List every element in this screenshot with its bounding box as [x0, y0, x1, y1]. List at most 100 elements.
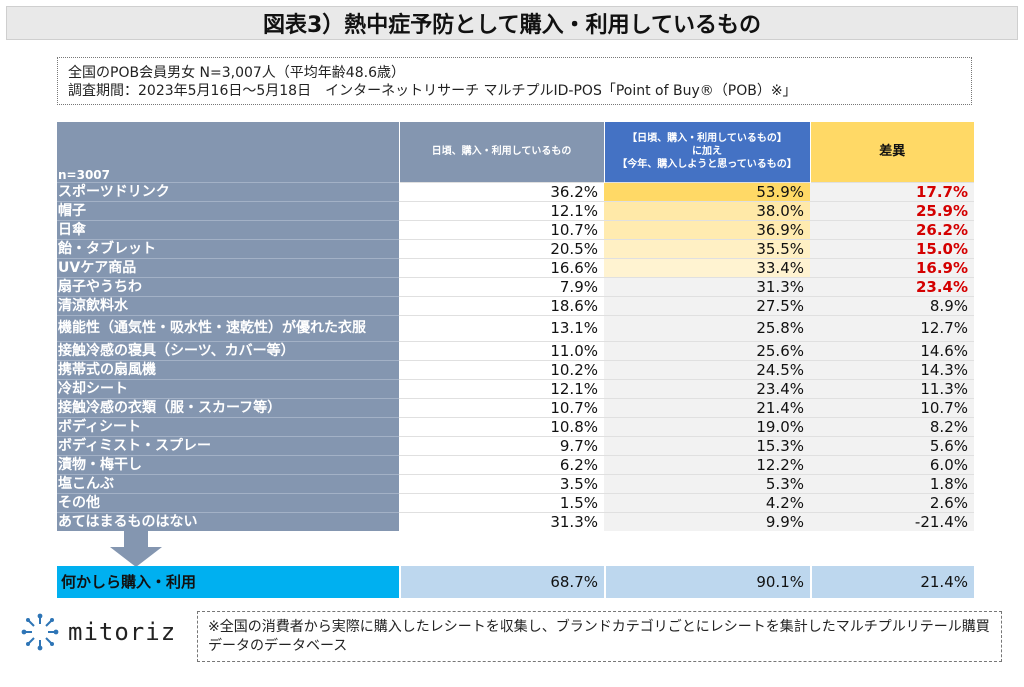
total-current-value: 68.7% [399, 566, 604, 598]
logo-text: mitoriz [68, 618, 177, 646]
row-label: 塩こんぶ [57, 473, 399, 493]
current-value: 18.6% [399, 295, 604, 315]
row-label: 扇子やうちわ [57, 276, 399, 296]
table-row: 飴・タブレット 20.5% 35.5% 15.0% [57, 238, 974, 258]
row-label: ボディミスト・スプレー [57, 435, 399, 455]
difference-value: 8.2% [810, 416, 974, 436]
survey-info-box: 全国のPOB会員男女 N=3,007人（平均年齢48.6歳） 調査期間：2023… [57, 57, 972, 105]
planned-value: 19.0% [604, 416, 810, 436]
difference-value: 10.7% [810, 397, 974, 417]
difference-value: 15.0% [810, 238, 974, 258]
row-label: あてはまるものはない [57, 511, 399, 531]
difference-value: 12.7% [810, 314, 974, 341]
current-value: 3.5% [399, 473, 604, 493]
table-row: 接触冷感の寝具（シーツ、カバー等） 11.0% 25.6% 14.6% [57, 340, 974, 360]
current-value: 1.5% [399, 492, 604, 512]
difference-value: 17.7% [810, 181, 974, 201]
planned-value: 4.2% [604, 492, 810, 512]
planned-value: 25.6% [604, 340, 810, 360]
column-header-b-line1: 【日頃、購入・利用しているもの】 [627, 133, 787, 145]
difference-value: 23.4% [810, 276, 974, 296]
planned-value: 33.4% [604, 257, 810, 277]
table-row: 漬物・梅干し 6.2% 12.2% 6.0% [57, 454, 974, 474]
table-row: 帽子 12.1% 38.0% 25.9% [57, 200, 974, 220]
survey-info-line1: 全国のPOB会員男女 N=3,007人（平均年齢48.6歳） [68, 65, 405, 81]
down-arrow-icon [110, 527, 162, 567]
row-label: スポーツドリンク [57, 181, 399, 201]
current-value: 13.1% [399, 314, 604, 341]
planned-value: 35.5% [604, 238, 810, 258]
table-row: 冷却シート 12.1% 23.4% 11.3% [57, 378, 974, 398]
table-row: スポーツドリンク 36.2% 53.9% 17.7% [57, 181, 974, 201]
planned-value: 31.3% [604, 276, 810, 296]
table-row: 日傘 10.7% 36.9% 26.2% [57, 219, 974, 239]
current-value: 11.0% [399, 340, 604, 360]
planned-value: 9.9% [604, 511, 810, 531]
current-value: 12.1% [399, 200, 604, 220]
current-value: 10.2% [399, 359, 604, 379]
row-label: 日傘 [57, 219, 399, 239]
column-header-b-line2: に加え [692, 146, 722, 158]
network-star-icon [21, 613, 59, 651]
planned-value: 5.3% [604, 473, 810, 493]
planned-value: 53.9% [604, 181, 810, 201]
row-label: 携帯式の扇風機 [57, 359, 399, 379]
current-value: 16.6% [399, 257, 604, 277]
column-header-difference: 差異 [810, 122, 974, 182]
table-row: UVケア商品 16.6% 33.4% 16.9% [57, 257, 974, 277]
current-value: 10.7% [399, 219, 604, 239]
current-value: 10.7% [399, 397, 604, 417]
difference-value: 1.8% [810, 473, 974, 493]
planned-value: 24.5% [604, 359, 810, 379]
footnote: ※全国の消費者から実際に購入したレシートを収集し、ブランドカテゴリごとにレシート… [197, 611, 1002, 662]
difference-value: 26.2% [810, 219, 974, 239]
column-header-current: 日頃、購入・利用しているもの [399, 122, 605, 182]
mitoriz-logo: mitoriz [20, 612, 176, 652]
current-value: 36.2% [399, 181, 604, 201]
table-row: その他 1.5% 4.2% 2.6% [57, 492, 974, 512]
difference-value: 2.6% [810, 492, 974, 512]
total-label: 何かしら購入・利用 [57, 566, 399, 598]
planned-value: 25.8% [604, 314, 810, 341]
table-row: 接触冷感の衣類（服・スカーフ等） 10.7% 21.4% 10.7% [57, 397, 974, 417]
row-label: UVケア商品 [57, 257, 399, 277]
row-label: 接触冷感の衣類（服・スカーフ等） [57, 397, 399, 417]
row-label: その他 [57, 492, 399, 512]
planned-value: 12.2% [604, 454, 810, 474]
table-row: 携帯式の扇風機 10.2% 24.5% 14.3% [57, 359, 974, 379]
total-difference-value: 21.4% [810, 566, 974, 598]
difference-value: 5.6% [810, 435, 974, 455]
current-value: 10.8% [399, 416, 604, 436]
page-title: 図表3）熱中症予防として購入・利用しているもの [6, 6, 1018, 40]
results-table: n=3007 日頃、購入・利用しているもの 【日頃、購入・利用しているもの】 に… [57, 122, 974, 531]
current-value: 31.3% [399, 511, 604, 531]
sample-size-label: n=3007 [57, 122, 400, 182]
table-row: 扇子やうちわ 7.9% 31.3% 23.4% [57, 276, 974, 296]
row-label: 帽子 [57, 200, 399, 220]
row-label: 冷却シート [57, 378, 399, 398]
column-header-b-line3: 【今年、購入しようと思っているもの】 [617, 159, 797, 171]
row-label: ボディシート [57, 416, 399, 436]
row-label: 飴・タブレット [57, 238, 399, 258]
survey-info-line2: 調査期間：2023年5月16日〜5月18日 インターネットリサーチ マルチプルI… [68, 83, 797, 99]
planned-value: 15.3% [604, 435, 810, 455]
difference-value: 6.0% [810, 454, 974, 474]
current-value: 9.7% [399, 435, 604, 455]
row-label: 漬物・梅干し [57, 454, 399, 474]
current-value: 12.1% [399, 378, 604, 398]
current-value: 6.2% [399, 454, 604, 474]
current-value: 7.9% [399, 276, 604, 296]
difference-value: 8.9% [810, 295, 974, 315]
planned-value: 21.4% [604, 397, 810, 417]
difference-value: -21.4% [810, 511, 974, 531]
total-row: 何かしら購入・利用 68.7% 90.1% 21.4% [57, 566, 974, 598]
column-header-current-plus-planned: 【日頃、購入・利用しているもの】 に加え 【今年、購入しようと思っているもの】 [604, 122, 811, 182]
planned-value: 38.0% [604, 200, 810, 220]
planned-value: 27.5% [604, 295, 810, 315]
planned-value: 23.4% [604, 378, 810, 398]
table-row: 清涼飲料水 18.6% 27.5% 8.9% [57, 295, 974, 315]
planned-value: 36.9% [604, 219, 810, 239]
table-row: 塩こんぶ 3.5% 5.3% 1.8% [57, 473, 974, 493]
difference-value: 25.9% [810, 200, 974, 220]
current-value: 20.5% [399, 238, 604, 258]
